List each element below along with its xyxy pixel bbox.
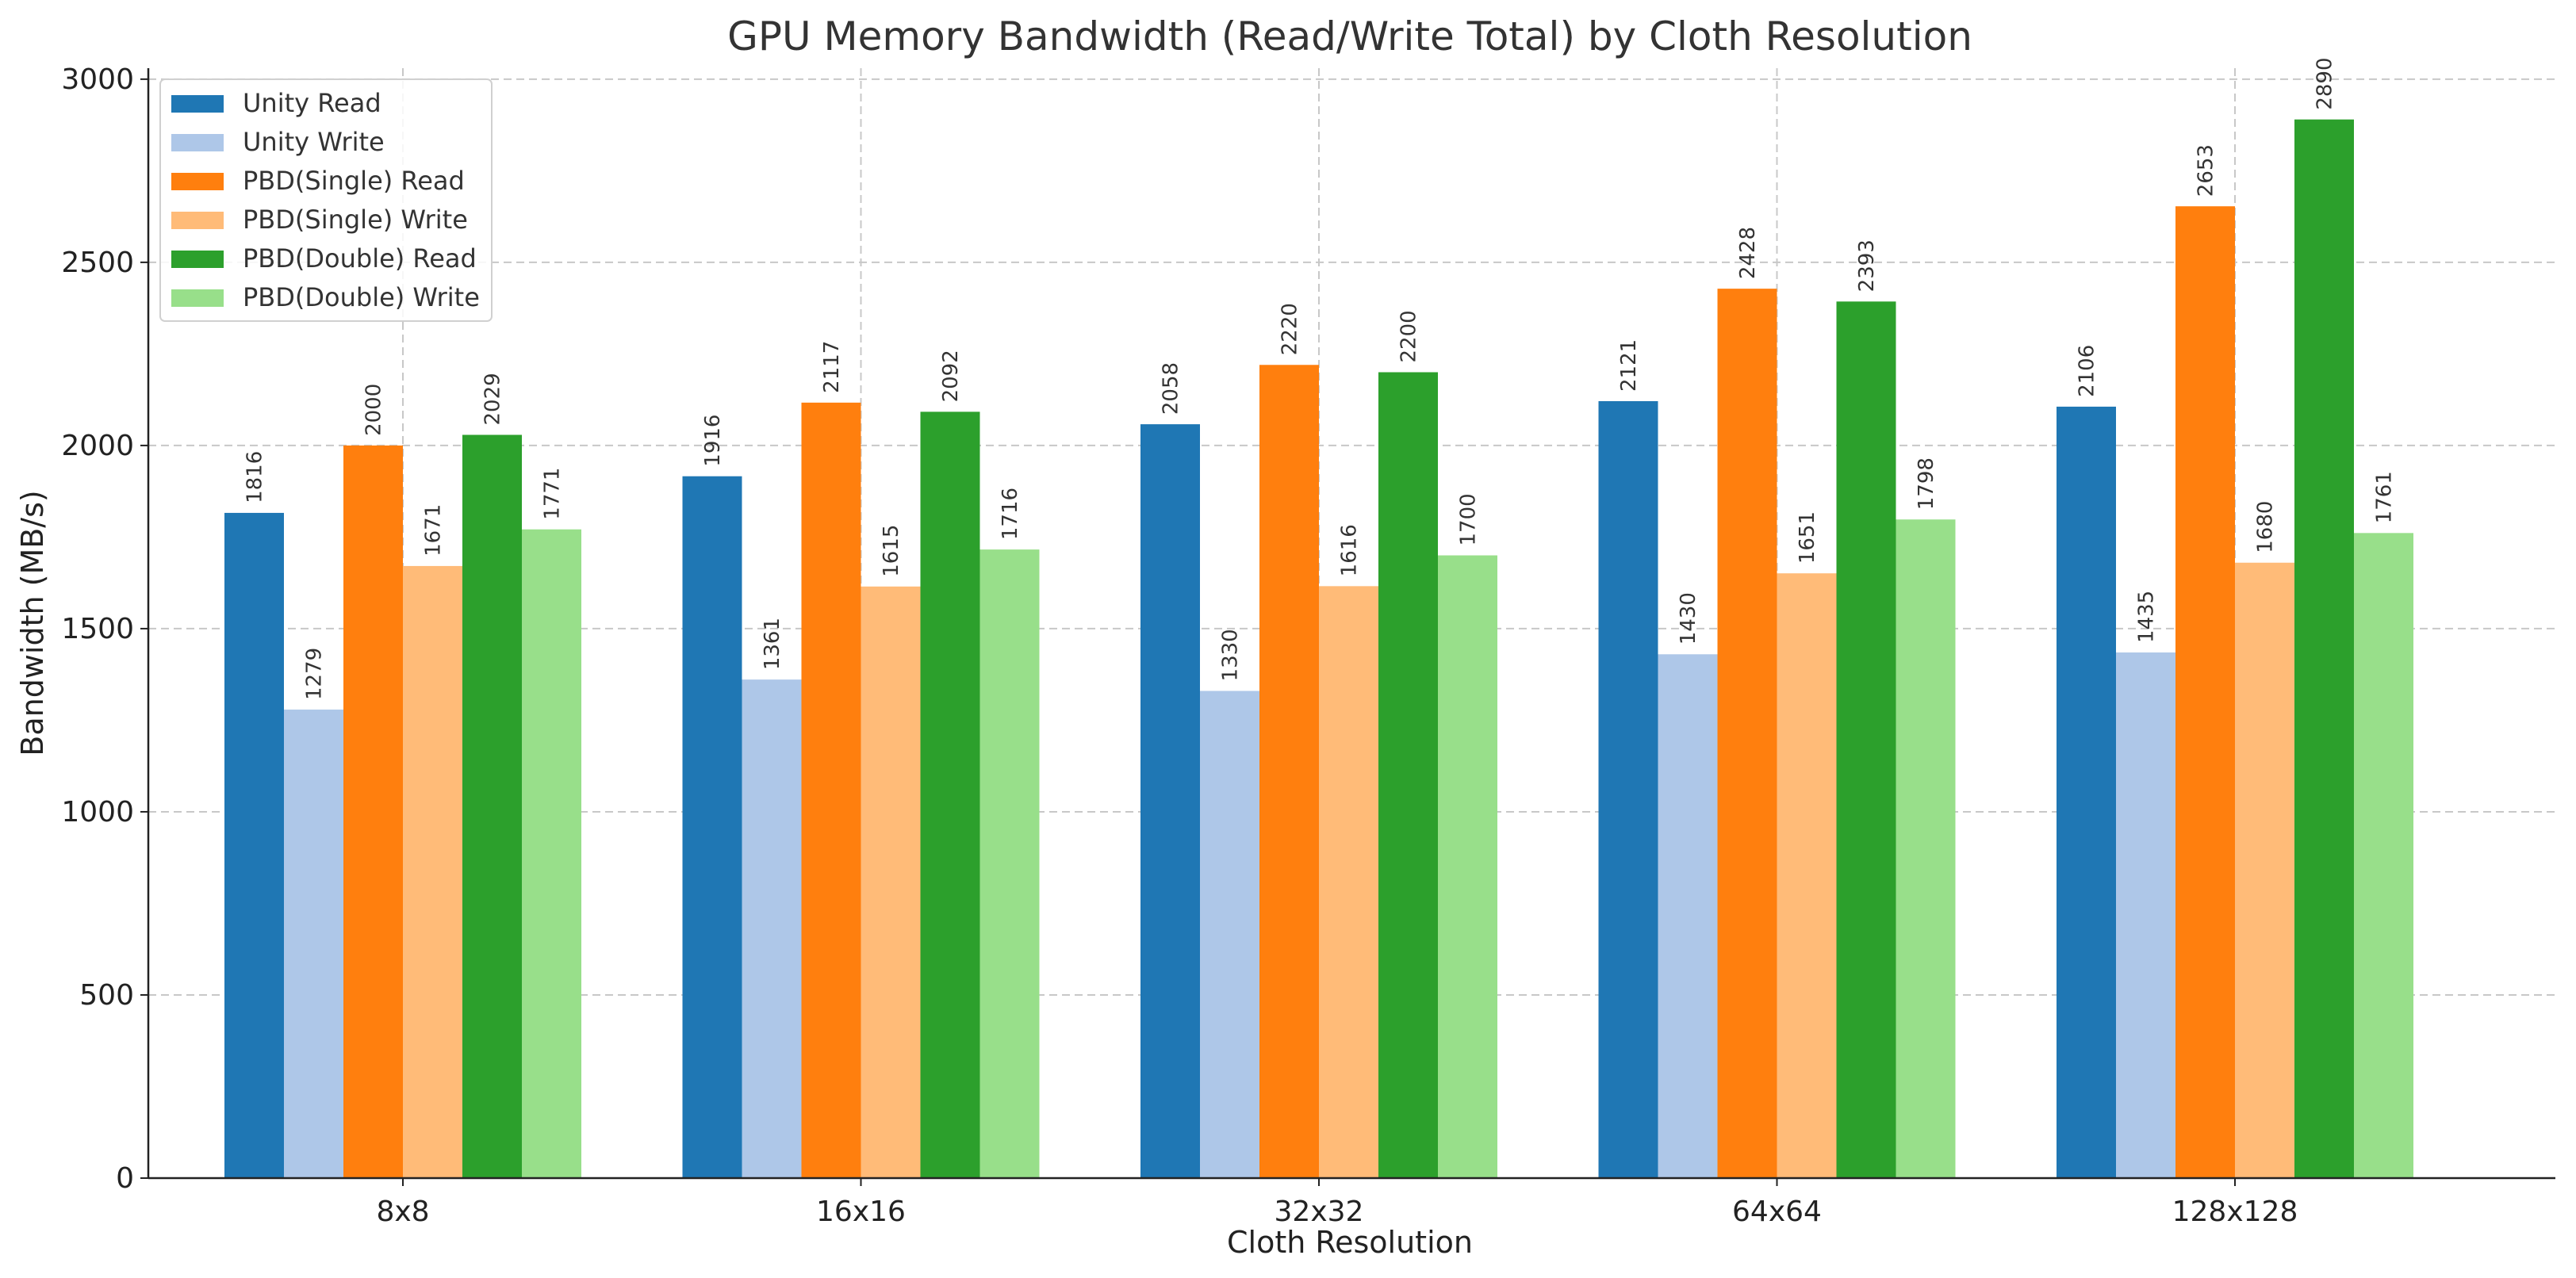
data-label: 1361 xyxy=(761,618,784,670)
data-label: 2000 xyxy=(362,384,386,436)
legend-swatch xyxy=(171,251,224,268)
bar xyxy=(403,565,462,1178)
y-tick-label: 1500 xyxy=(61,613,134,645)
data-label: 2058 xyxy=(1160,362,1183,415)
legend-swatch xyxy=(171,173,224,190)
data-label: 1330 xyxy=(1219,629,1243,681)
bar xyxy=(682,476,742,1178)
bar xyxy=(979,549,1040,1178)
data-label: 1916 xyxy=(701,415,725,467)
data-label: 1771 xyxy=(541,468,565,520)
bar xyxy=(284,710,343,1178)
data-label: 1671 xyxy=(422,504,446,557)
data-label: 1700 xyxy=(1457,493,1481,545)
data-label: 1615 xyxy=(880,525,903,577)
bar xyxy=(1896,519,1956,1178)
data-label: 1716 xyxy=(999,488,1022,540)
data-label: 1798 xyxy=(1915,457,1938,510)
bar xyxy=(1319,586,1378,1178)
y-tick-label: 500 xyxy=(79,979,134,1012)
bar xyxy=(742,679,802,1178)
legend-swatch xyxy=(171,212,224,229)
data-label: 1430 xyxy=(1677,592,1700,645)
data-label: 2393 xyxy=(1855,239,1879,292)
x-tick-label: 64x64 xyxy=(1732,1196,1822,1228)
y-axis-title: Bandwidth (MB/s) xyxy=(15,490,50,756)
bar xyxy=(1259,365,1319,1178)
legend-swatch xyxy=(171,95,224,113)
bar xyxy=(1777,573,1837,1178)
chart-title: GPU Memory Bandwidth (Read/Write Total) … xyxy=(727,13,1972,59)
legend-label: PBD(Single) Read xyxy=(243,166,465,196)
bar xyxy=(801,402,861,1179)
bar xyxy=(462,434,522,1178)
data-label: 2200 xyxy=(1397,310,1421,362)
bar xyxy=(2235,562,2294,1178)
bar xyxy=(1438,555,1497,1178)
y-tick-label: 0 xyxy=(116,1162,134,1195)
bar xyxy=(2057,406,2116,1178)
data-label: 2890 xyxy=(2313,58,2337,110)
data-label: 1616 xyxy=(1338,524,1362,576)
y-tick-label: 2000 xyxy=(61,430,134,462)
legend-label: Unity Write xyxy=(243,127,385,157)
data-label: 1651 xyxy=(1796,511,1819,564)
legend-label: PBD(Double) Read xyxy=(243,243,477,274)
legend-swatch xyxy=(171,289,224,307)
legend: Unity Read Unity Write PBD(Single) Read PBD… xyxy=(159,78,493,322)
data-label: 1816 xyxy=(243,451,267,503)
data-labels-layer: 1816 1279 2000 1671 2029 1771 1916 1361 2117 1615… xyxy=(243,58,2397,701)
y-tick-label: 3000 xyxy=(61,63,134,96)
x-axis-title: Cloth Resolution xyxy=(1227,1225,1473,1260)
y-tick-label: 1000 xyxy=(61,796,134,828)
x-tick-label: 32x32 xyxy=(1275,1196,1364,1228)
data-label: 2220 xyxy=(1278,303,1302,355)
data-label: 2653 xyxy=(2195,144,2218,197)
x-tick-label: 8x8 xyxy=(376,1196,429,1228)
bar xyxy=(2116,652,2175,1178)
bar xyxy=(224,512,284,1178)
axes-layer: 0 500 1000 1500 2000 2500 3000 8x8 16x16 32x32 64x… xyxy=(61,63,2555,1228)
bars-layer xyxy=(224,119,2413,1179)
data-label: 1279 xyxy=(303,648,327,700)
bar xyxy=(1200,691,1259,1178)
legend-box xyxy=(159,78,493,322)
legend-label: Unity Read xyxy=(243,88,381,118)
legend-swatch xyxy=(171,134,224,151)
bar xyxy=(1717,289,1777,1178)
bar xyxy=(1658,654,1718,1178)
legend-label: PBD(Double) Write xyxy=(243,282,480,312)
data-label: 1435 xyxy=(2135,591,2159,643)
bar xyxy=(2175,206,2235,1178)
bar xyxy=(920,411,980,1178)
bar xyxy=(1378,372,1438,1178)
bar xyxy=(1836,301,1896,1178)
x-tick-label: 16x16 xyxy=(816,1196,906,1228)
data-label: 1761 xyxy=(2373,471,2397,523)
bar xyxy=(1140,424,1200,1178)
data-label: 2117 xyxy=(820,341,844,393)
bar xyxy=(2354,533,2413,1178)
bar xyxy=(861,586,921,1178)
x-tick-label: 128x128 xyxy=(2172,1196,2298,1228)
data-label: 2428 xyxy=(1736,227,1760,279)
data-label: 2121 xyxy=(1617,339,1641,392)
bar xyxy=(1598,401,1658,1178)
legend-label: PBD(Single) Write xyxy=(243,205,468,235)
bar xyxy=(2294,119,2354,1178)
y-tick-label: 2500 xyxy=(61,247,134,279)
data-label: 2029 xyxy=(481,373,505,425)
bar xyxy=(522,529,581,1178)
bar xyxy=(343,445,403,1178)
data-label: 1680 xyxy=(2254,501,2278,553)
data-label: 2092 xyxy=(939,350,963,402)
data-label: 2106 xyxy=(2076,345,2099,397)
